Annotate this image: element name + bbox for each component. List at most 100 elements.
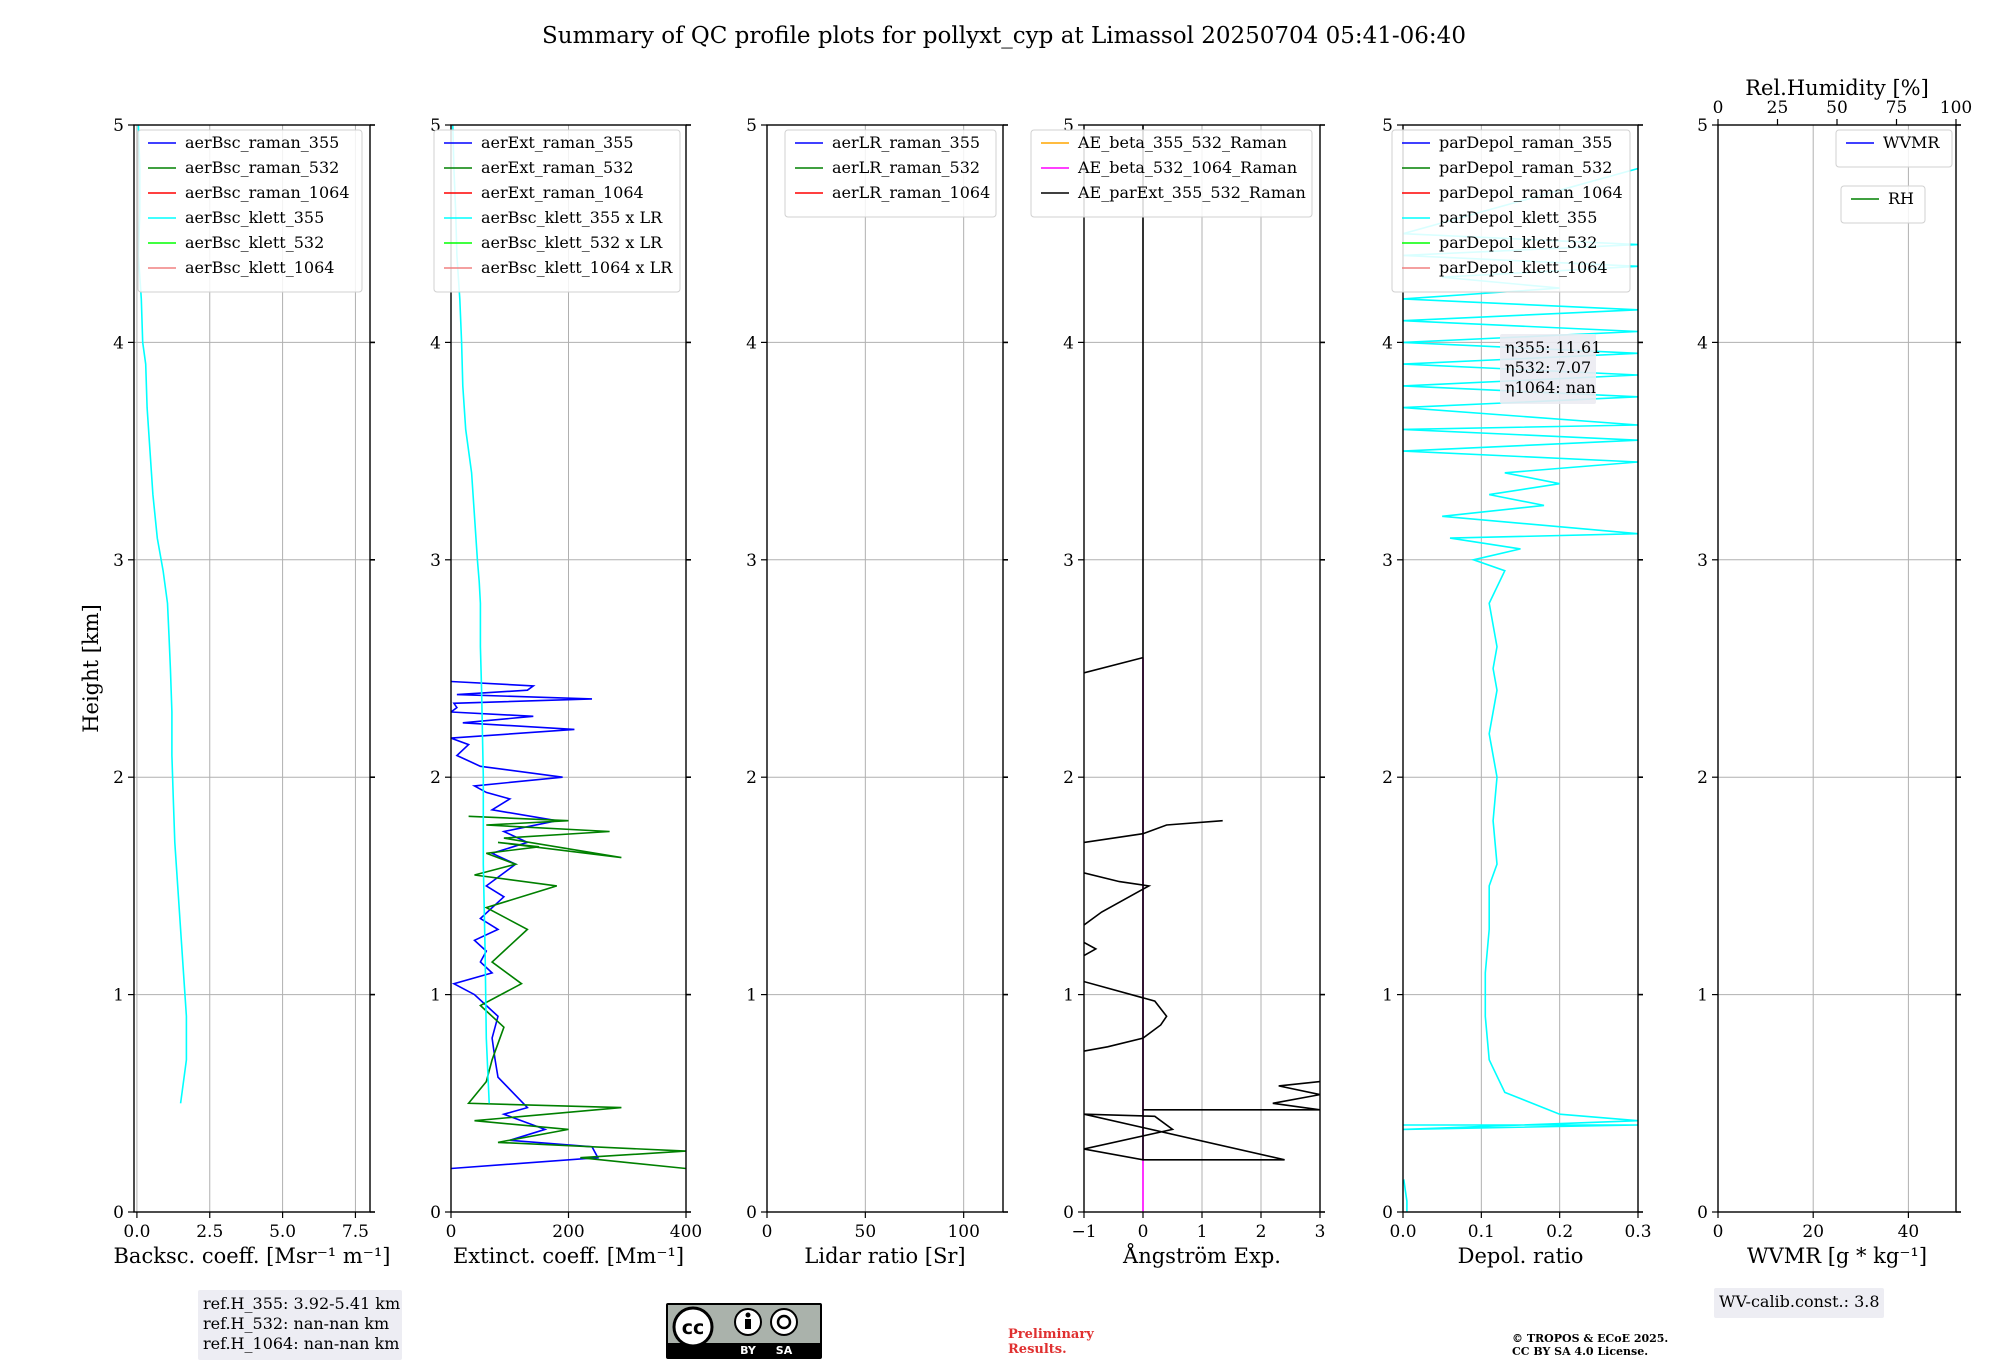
x-axis-label: Extinct. coeff. [Mm⁻¹] bbox=[453, 1244, 684, 1268]
top-x-tick-label: 100 bbox=[1940, 98, 1972, 118]
wv-calib-info-box bbox=[1714, 1288, 1884, 1318]
panel-3: 0 50 100 0 1 2 3 4 5 Lidar ratio [Sr] aerLR_raman_… bbox=[746, 116, 1008, 1268]
top-x-tick-label: 0 bbox=[1713, 98, 1724, 118]
y-tick-label: 4 bbox=[113, 333, 124, 353]
y-tick-label: 2 bbox=[746, 768, 757, 788]
cc-icon bbox=[672, 1306, 714, 1348]
top-x-tick-label: 75 bbox=[1886, 98, 1908, 118]
y-tick-label: 5 bbox=[1697, 116, 1708, 136]
series-AE_parExt_355_532_Raman bbox=[1084, 980, 1168, 1052]
x-tick-label: 0.3 bbox=[1624, 1222, 1651, 1242]
x-tick-label: 200 bbox=[552, 1222, 584, 1242]
y-tick-label: 0 bbox=[1382, 1203, 1393, 1223]
panel-2-legend-label: aerExt_raman_532 bbox=[481, 158, 634, 177]
x-tick-label: 3 bbox=[1315, 1222, 1326, 1242]
panel-5-legend-label: parDepol_raman_532 bbox=[1439, 158, 1612, 177]
y-tick-label: 2 bbox=[1063, 768, 1074, 788]
top-x-axis-label: Rel.Humidity [%] bbox=[1745, 76, 1929, 100]
panel-5-legend-label: parDepol_raman_355 bbox=[1439, 133, 1612, 152]
figure-title: Summary of QC profile plots for pollyxt_… bbox=[542, 23, 1466, 49]
panel-6-rh-legend bbox=[1840, 185, 1926, 224]
y-tick-label: 4 bbox=[1382, 333, 1393, 353]
y-tick-label: 3 bbox=[1697, 551, 1708, 571]
svg-text:cc: cc bbox=[682, 1317, 705, 1339]
copyright-notice: © TROPOS & ECoE 2025. CC BY SA 4.0 Licen… bbox=[1512, 1332, 1668, 1358]
y-tick-label: 1 bbox=[746, 986, 757, 1006]
panel-1-legend-label: aerBsc_klett_532 bbox=[185, 233, 324, 252]
panel-5: 0.0 0.1 0.2 0.3 0 1 2 3 4 5 Depol. ratio parDepol_r… bbox=[1382, 116, 1651, 1268]
series-AE_parExt_355_532_Raman bbox=[1084, 656, 1144, 674]
panel-1: 0.0 2.5 5.0 7.5 0 1 2 3 4 5 Backsc. coeff. [Msr⁻¹ … bbox=[79, 116, 402, 1360]
y-tick-label: 2 bbox=[1382, 768, 1393, 788]
x-tick-label: 0.0 bbox=[123, 1222, 150, 1242]
x-tick-label: 5.0 bbox=[269, 1222, 296, 1242]
cc-by-label: BY bbox=[740, 1344, 757, 1357]
panel-5-legend-label: parDepol_klett_532 bbox=[1439, 233, 1597, 252]
x-tick-label: 400 bbox=[670, 1222, 702, 1242]
y-tick-label: 5 bbox=[1382, 116, 1393, 136]
x-tick-label: 0.2 bbox=[1546, 1222, 1573, 1242]
y-tick-label: 3 bbox=[1063, 551, 1074, 571]
y-tick-label: 4 bbox=[746, 333, 757, 353]
series-AE_parExt_355_532_Raman bbox=[1084, 941, 1098, 957]
panel-3-legend-label: aerLR_raman_532 bbox=[832, 158, 980, 177]
panel-2-legend-label: aerExt_raman_355 bbox=[481, 133, 634, 152]
eta-info-line: η355: 11.61 bbox=[1505, 338, 1601, 357]
x-tick-label: 20 bbox=[1802, 1222, 1824, 1242]
plot-frame bbox=[1402, 124, 1639, 1213]
plot-frame bbox=[1717, 124, 1957, 1213]
y-tick-label: 2 bbox=[113, 768, 124, 788]
panel-6-rh-legend-label: RH bbox=[1888, 189, 1914, 208]
x-axis-label: Depol. ratio bbox=[1458, 1244, 1584, 1268]
panel-1-legend-label: aerBsc_raman_355 bbox=[185, 133, 339, 152]
series-AE_parExt_355_532_Raman bbox=[1084, 819, 1223, 844]
x-tick-label: 0 bbox=[1713, 1222, 1724, 1242]
sa-icon bbox=[770, 1308, 798, 1336]
x-tick-label: 0.0 bbox=[1389, 1222, 1416, 1242]
y-tick-label: 0 bbox=[1063, 1203, 1074, 1223]
preliminary-line-2: Results. bbox=[1008, 1342, 1067, 1357]
series-AE_parExt_355_532_Raman bbox=[1084, 125, 1320, 1161]
preliminary-notice: Preliminary Results. bbox=[1008, 1327, 1094, 1357]
eta-info-line: η532: 7.07 bbox=[1505, 358, 1591, 377]
series-AE_parExt_355_532_Raman bbox=[1084, 872, 1152, 926]
x-tick-label: 0.1 bbox=[1468, 1222, 1495, 1242]
y-tick-label: 3 bbox=[1382, 551, 1393, 571]
panel-1-legend-label: aerBsc_klett_1064 bbox=[185, 258, 334, 277]
y-tick-label: 0 bbox=[1697, 1203, 1708, 1223]
x-axis-label: WVMR [g * kg⁻¹] bbox=[1747, 1244, 1927, 1268]
y-tick-label: 4 bbox=[1063, 333, 1074, 353]
ref-height-info-line: ref.H_532: nan-nan km bbox=[203, 1314, 389, 1333]
ref-height-info-box bbox=[198, 1290, 402, 1360]
panel-4-legend bbox=[1030, 129, 1313, 218]
panels: 0.0 2.5 5.0 7.5 0 1 2 3 4 5 Backsc. coeff. [Msr⁻¹ … bbox=[79, 76, 1972, 1360]
panel-5-legend-label: parDepol_klett_1064 bbox=[1439, 258, 1608, 277]
panel-2-legend bbox=[433, 129, 681, 293]
copyright-line-2: CC BY SA 4.0 License. bbox=[1512, 1345, 1649, 1358]
copyright-line-1: © TROPOS & ECoE 2025. bbox=[1512, 1332, 1669, 1345]
y-tick-label: 5 bbox=[113, 116, 124, 136]
y-tick-label: 3 bbox=[430, 551, 441, 571]
panel-3-legend-label: aerLR_raman_1064 bbox=[832, 183, 990, 202]
y-tick-label: 0 bbox=[430, 1203, 441, 1223]
x-axis-label: Lidar ratio [Sr] bbox=[804, 1244, 965, 1268]
panel-2-legend-label: aerBsc_klett_532 x LR bbox=[481, 233, 663, 252]
y-tick-label: 0 bbox=[113, 1203, 124, 1223]
y-tick-label: 3 bbox=[113, 551, 124, 571]
panel-2-legend-label: aerBsc_klett_1064 x LR bbox=[481, 258, 673, 277]
cc-license-badge[interactable]: cc BY SA bbox=[666, 1303, 822, 1359]
preliminary-line-1: Preliminary bbox=[1008, 1327, 1094, 1342]
panel-6-legend-label: WVMR bbox=[1883, 133, 1940, 152]
panel-1-legend bbox=[137, 129, 363, 293]
y-tick-label: 5 bbox=[1063, 116, 1074, 136]
panel-5-legend-label: parDepol_raman_1064 bbox=[1439, 183, 1623, 202]
x-tick-label: 40 bbox=[1898, 1222, 1920, 1242]
x-tick-label: 2.5 bbox=[196, 1222, 223, 1242]
panel-3-legend-label: aerLR_raman_355 bbox=[832, 133, 980, 152]
plot-frame bbox=[133, 124, 371, 1213]
y-tick-label: 1 bbox=[1063, 986, 1074, 1006]
panel-6-legend bbox=[1835, 129, 1953, 168]
y-tick-label: 1 bbox=[430, 986, 441, 1006]
